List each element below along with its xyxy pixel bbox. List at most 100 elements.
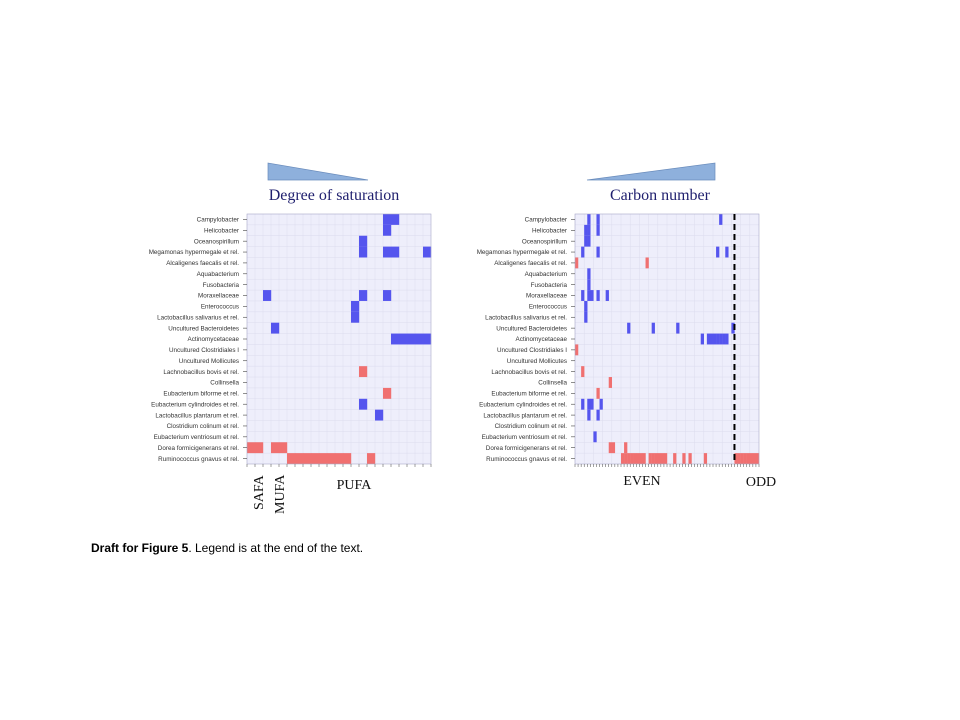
heatmap-cell-positive	[599, 398, 603, 410]
heatmap-cell-negative	[660, 453, 665, 464]
heatmap-cell-positive	[709, 333, 714, 345]
heatmap-cell-positive	[719, 333, 723, 345]
row-label: Enterococcus	[201, 304, 239, 311]
heatmap-cell-negative	[752, 453, 757, 464]
heatmap-cell-negative	[279, 442, 288, 454]
row-label: Lactobacillus plantarum et rel.	[155, 412, 239, 419]
row-label: Aquabacterium	[197, 271, 239, 278]
row-label: Alcaligenes faecalis et rel.	[494, 260, 567, 267]
heatmap-cell-negative	[611, 442, 616, 454]
row-label: Uncultured Bacteroidetes	[496, 325, 567, 332]
row-label: Oceanospirillum	[194, 238, 239, 245]
heatmap-cell-negative	[651, 453, 655, 464]
heatmap-cell-positive	[587, 279, 591, 291]
heatmap-cell-positive	[676, 322, 680, 334]
heatmap-cell-negative	[737, 453, 741, 464]
heatmap-cell-positive	[731, 322, 735, 334]
heatmap-cell-negative	[608, 377, 612, 388]
heatmap-cell-positive	[713, 333, 717, 345]
heatmap-cell-positive	[651, 322, 655, 334]
heatmap-cell-negative	[383, 387, 392, 399]
heatmap-cell-positive	[716, 333, 720, 345]
row-label: Uncultured Mollicutes	[179, 358, 239, 365]
heatmap-cell-positive	[596, 290, 600, 301]
heatmap-cell-negative	[639, 453, 643, 464]
row-label: Campylobacter	[197, 217, 239, 224]
heatmap-cell-positive	[725, 246, 729, 258]
row-label: Collinsella	[538, 380, 567, 387]
row-label: Clostridium colinum et rel.	[495, 423, 568, 430]
heatmap-cell-positive	[391, 246, 400, 258]
heatmap-cell-negative	[359, 366, 368, 378]
heatmap-cell-negative	[654, 453, 658, 464]
row-label: Fusobacteria	[531, 282, 568, 289]
heatmap-cell-positive	[584, 311, 588, 323]
saturation-panel: Degree of saturation Campylobacter Helico…	[149, 162, 432, 514]
right-grid	[575, 214, 759, 464]
heatmap-cell-negative	[749, 453, 754, 464]
row-label: Clostridium colinum et rel.	[167, 423, 240, 430]
group-label-mufa: MUFA	[273, 474, 288, 514]
heatmap-cell-negative	[596, 387, 600, 399]
row-label: Eubacterium cylindroides et rel.	[479, 401, 567, 408]
row-label: Eubacterium biforme et rel.	[491, 391, 567, 398]
heatmap-cell-positive	[407, 333, 416, 345]
heatmap-cell-negative	[581, 366, 585, 378]
heatmap-cell-negative	[673, 453, 677, 464]
heatmap-cell-negative	[319, 453, 328, 464]
heatmap-cell-positive	[359, 246, 368, 258]
heatmap-cell-positive	[584, 300, 588, 312]
heatmap-cell-positive	[706, 333, 711, 345]
row-label: Eubacterium cylindroides et rel.	[151, 401, 239, 408]
heatmap-cell-positive	[596, 224, 600, 236]
heatmap-cell-positive	[587, 409, 591, 421]
row-label: Uncultured Bacteroidetes	[168, 325, 239, 332]
row-label: Uncultured Clostridiales I	[169, 347, 239, 354]
increasing-wedge-shape	[586, 162, 716, 181]
heatmap-cell-positive	[383, 290, 392, 301]
heatmap-cell-negative	[608, 442, 612, 454]
heatmap-cell-positive	[391, 214, 400, 225]
row-label: Lachnobacillus bovis et rel.	[491, 369, 567, 376]
heatmap-cell-positive	[581, 398, 585, 410]
row-label: Enterococcus	[529, 304, 567, 311]
heatmap-cell-negative	[575, 257, 579, 269]
row-label: Helicobacter	[204, 228, 239, 235]
heatmap-cell-negative	[755, 453, 760, 464]
row-label: Megamonas hypermegale et rel.	[149, 249, 240, 256]
heatmap-cell-positive	[581, 246, 585, 258]
heatmap-cell-negative	[335, 453, 344, 464]
figure-caption: Draft for Figure 5. Legend is at the end…	[91, 541, 363, 555]
heatmap-cell-positive	[590, 398, 594, 410]
row-label: Eubacterium biforme et rel.	[163, 391, 239, 398]
heatmap-cell-positive	[587, 224, 591, 236]
heatmap-cell-negative	[367, 453, 376, 464]
heatmap-cell-negative	[624, 453, 628, 464]
heatmap-cell-negative	[295, 453, 304, 464]
heatmap-cell-negative	[663, 453, 668, 464]
heatmap-cell-positive	[587, 214, 591, 225]
heatmap-cell-positive	[383, 214, 392, 225]
group-label-odd: ODD	[746, 475, 776, 490]
right-row-labels: Campylobacter Helicobacter Oceanospirillum…	[477, 217, 568, 463]
row-label: Actinomycetaceae	[516, 336, 568, 343]
heatmap-cell-positive	[359, 290, 368, 301]
heatmap-cell-negative	[648, 453, 652, 464]
heatmap-cell-negative	[703, 453, 708, 464]
row-label: Oceanospirillum	[522, 238, 567, 245]
carbon-panel: Carbon number Campylobacter Helicobacter O…	[477, 162, 776, 490]
heatmap-cell-negative	[633, 453, 637, 464]
heatmap-cell-positive	[351, 300, 360, 312]
heatmap-cell-negative	[657, 453, 662, 464]
row-label: Moraxellaceae	[526, 293, 567, 300]
heatmap-cell-positive	[605, 290, 609, 301]
heatmap-cell-positive	[415, 333, 424, 345]
caption-rest: . Legend is at the end of the text.	[188, 541, 364, 555]
caption-bold: Draft for Figure 5	[91, 541, 189, 555]
row-label: Dorea formicigenerans et rel.	[486, 445, 567, 452]
row-label: Alcaligenes faecalis et rel.	[166, 260, 239, 267]
heatmap-cell-positive	[725, 333, 729, 345]
heatmap-cell-negative	[740, 453, 744, 464]
right-heatmap-cells	[575, 214, 760, 464]
heatmap-cell-positive	[399, 333, 408, 345]
